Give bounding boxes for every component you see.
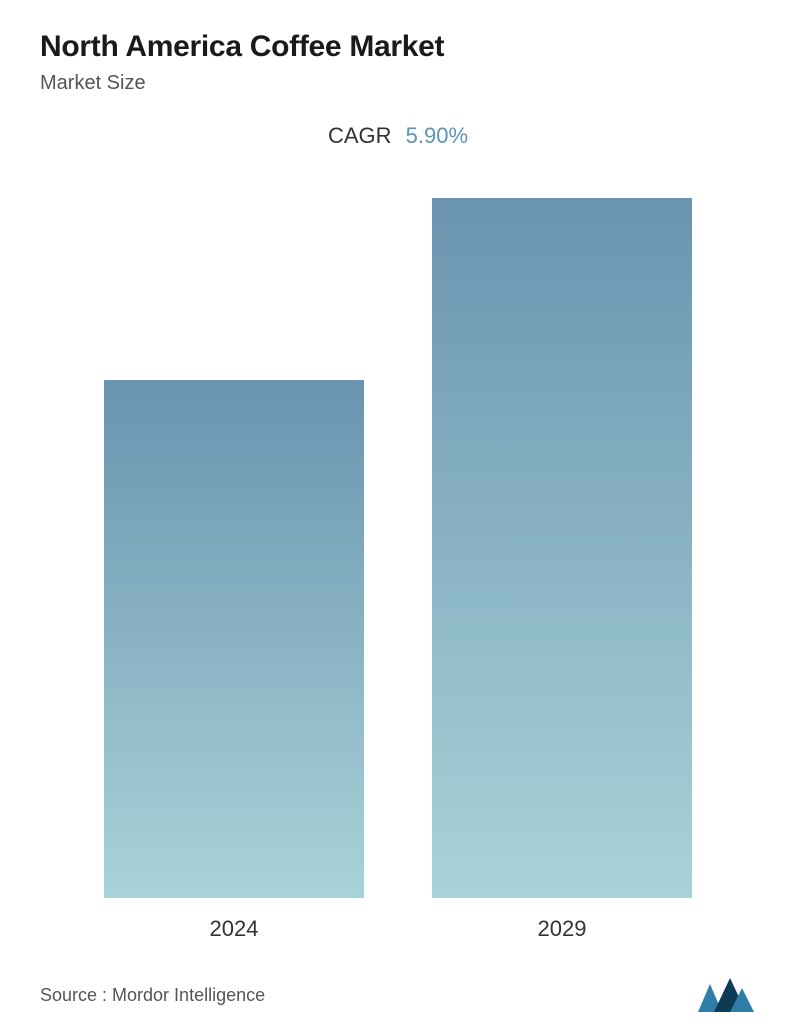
source-text: Source : Mordor Intelligence: [40, 985, 265, 1006]
page-title: North America Coffee Market: [40, 30, 756, 64]
bar-label: 2024: [210, 916, 259, 942]
bar-group: 2029: [432, 198, 692, 942]
bar: [432, 198, 692, 898]
cagr-label: CAGR: [328, 123, 392, 148]
bar-label: 2029: [538, 916, 587, 942]
bar: [104, 380, 364, 898]
cagr-row: CAGR 5.90%: [40, 123, 756, 149]
footer: Source : Mordor Intelligence: [40, 970, 756, 1014]
chart-container: North America Coffee Market Market Size …: [0, 0, 796, 1034]
bar-group: 2024: [104, 380, 364, 942]
page-subtitle: Market Size: [40, 72, 756, 95]
mordor-logo-icon: [696, 976, 756, 1014]
cagr-value: 5.90%: [406, 123, 468, 148]
bar-chart: 2024 2029: [40, 159, 756, 942]
